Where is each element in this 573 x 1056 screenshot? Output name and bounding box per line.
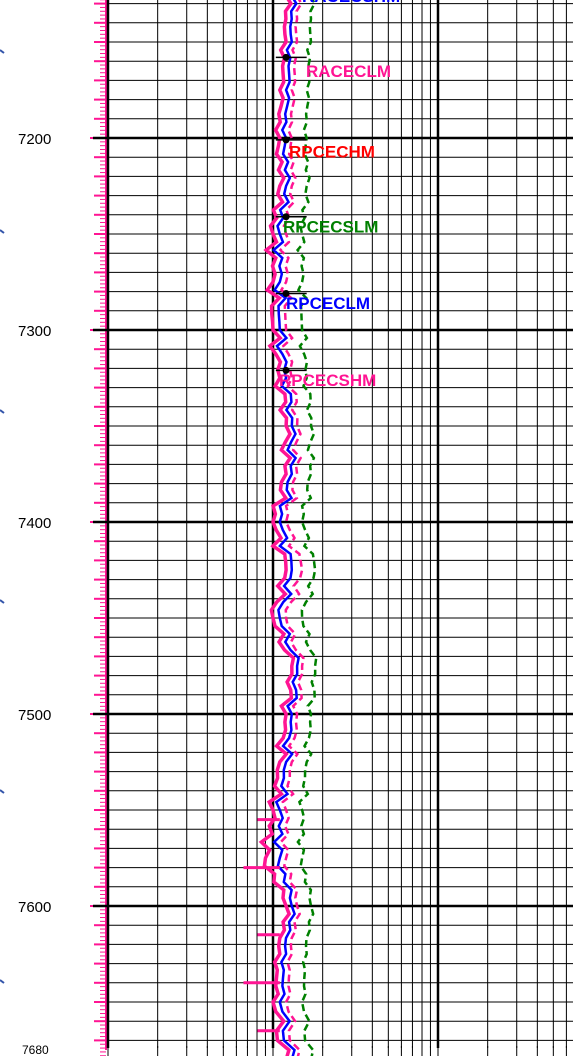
curve-label-rpcecslm: RPCECSLM bbox=[283, 217, 378, 236]
left-depth-ruler bbox=[0, 0, 107, 1056]
curve-traces bbox=[243, 0, 318, 1056]
edge-mark bbox=[0, 49, 5, 54]
marker-dot bbox=[282, 53, 290, 61]
curve-rpcecshm bbox=[278, 0, 305, 1056]
depth-label-7200: 7200 bbox=[18, 131, 51, 148]
curve-label-racecshm: RACECSHM bbox=[302, 0, 400, 6]
edge-mark bbox=[0, 599, 5, 604]
depth-markers bbox=[275, 53, 307, 374]
depth-label-7600: 7600 bbox=[18, 899, 51, 916]
curve-label-rpcecshm: RPCECSHM bbox=[279, 371, 376, 390]
curve-label-rpceclm: RPCECLM bbox=[286, 294, 370, 313]
curve-label-raceclm: RACECLM bbox=[306, 62, 391, 81]
depth-label-7300: 7300 bbox=[18, 323, 51, 340]
log-grid bbox=[93, 0, 573, 1056]
depth-label-end: 7680 bbox=[22, 1043, 49, 1056]
marker-dot bbox=[282, 136, 290, 144]
curve-label-rpcechm: RPCECHM bbox=[289, 142, 375, 161]
edge-mark bbox=[0, 789, 5, 794]
curve-labels: RACECSHM RACECLM RPCECHM RPCECSLM RPCECLM RPC… bbox=[279, 0, 400, 390]
depth-label-7500: 7500 bbox=[18, 707, 51, 724]
depth-label-7400: 7400 bbox=[18, 515, 51, 532]
edge-mark bbox=[0, 409, 5, 414]
marker-dot bbox=[282, 366, 290, 374]
depth-labels: 7200 7300 7400 7500 7600 7680 bbox=[18, 131, 51, 1056]
curve-rpcecslm bbox=[295, 0, 318, 1056]
curve-rpceclm bbox=[271, 0, 300, 1056]
marker-dot bbox=[282, 213, 290, 221]
edge-mark bbox=[0, 979, 5, 984]
curve-raceclm bbox=[258, 0, 296, 1056]
marker-dot bbox=[282, 290, 290, 298]
edge-mark bbox=[0, 229, 5, 234]
